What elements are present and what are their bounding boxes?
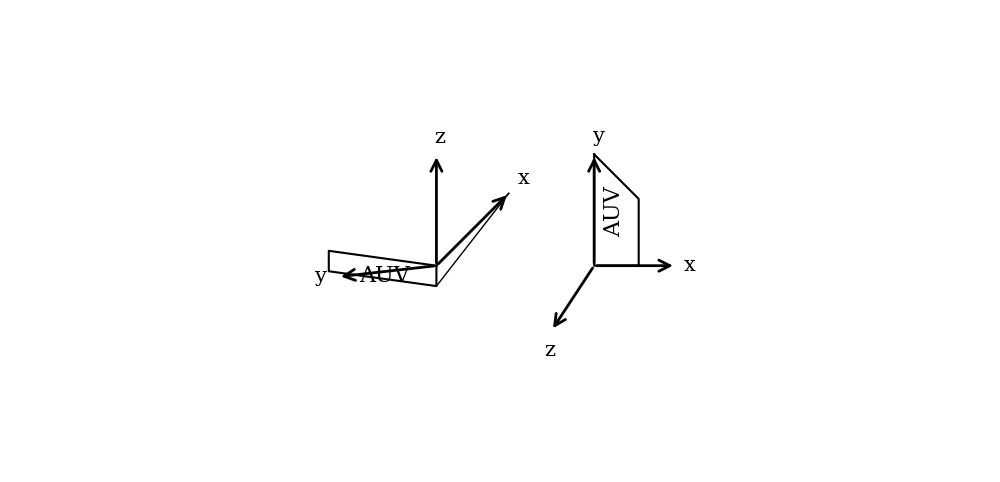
Text: x: x xyxy=(518,169,530,187)
Text: AUV: AUV xyxy=(359,265,410,287)
Text: x: x xyxy=(684,256,696,275)
Text: y: y xyxy=(315,268,327,286)
Text: AUV: AUV xyxy=(604,187,626,237)
Text: z: z xyxy=(435,128,446,147)
Text: y: y xyxy=(593,127,605,146)
Text: z: z xyxy=(544,341,555,360)
